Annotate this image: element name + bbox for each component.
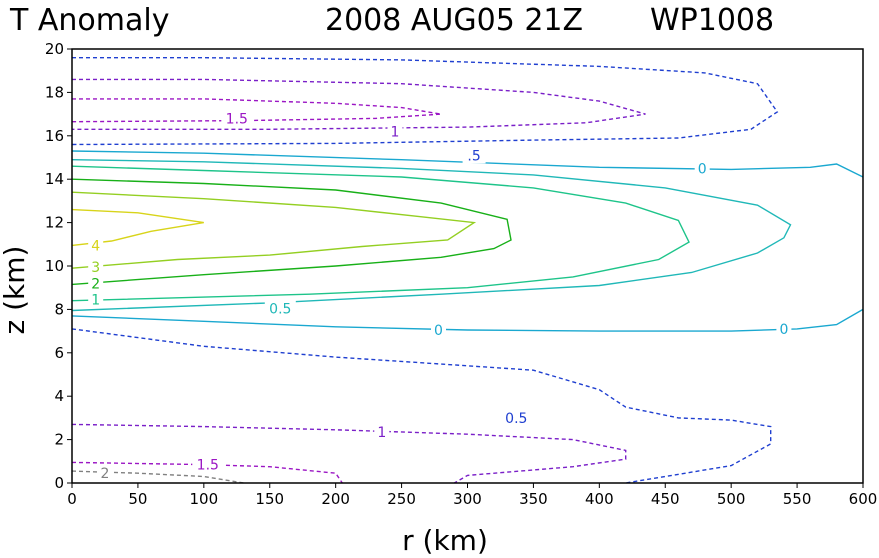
contour-label: 1 xyxy=(377,425,386,441)
contour-line-upper-neg1p5 xyxy=(71,98,442,123)
contour-label-bg xyxy=(264,300,296,317)
contour-label-bg xyxy=(88,291,104,308)
chart-title-variable: T Anomaly xyxy=(9,3,169,38)
y-tick-label: 4 xyxy=(54,387,64,405)
y-axis: 0 2 4 6 8 10 12 14 16 18 20 xyxy=(45,40,72,492)
contour-line-lower-neg2 xyxy=(71,470,244,484)
plot-frame xyxy=(71,48,864,484)
y-axis-label: z (km) xyxy=(0,246,31,335)
y-tick-label: 2 xyxy=(54,431,64,449)
contour-line-mid-1 xyxy=(71,165,690,302)
x-axis: 0 50 100 150 200 250 300 350 400 450 500 550 600 xyxy=(67,483,877,508)
x-axis-label: r (km) xyxy=(402,524,488,557)
y-tick-label: 16 xyxy=(45,127,64,145)
x-tick-label: 100 xyxy=(190,490,219,508)
y-tick-label: 18 xyxy=(45,83,64,101)
x-tick-label: 550 xyxy=(783,490,812,508)
contour-label: 2 xyxy=(91,276,100,292)
x-tick-label: 450 xyxy=(651,490,680,508)
contour-line-lower-neg1p5 xyxy=(71,461,343,484)
contour-label: .5 xyxy=(467,148,480,164)
x-tick-label: 600 xyxy=(849,490,878,508)
contour-line-lower-0 xyxy=(71,308,864,332)
contour-label-bg xyxy=(431,322,446,338)
contour-label: 0 xyxy=(779,322,788,338)
contour-label: 1 xyxy=(91,293,100,309)
x-tick-label: 350 xyxy=(519,490,548,508)
contour-line-mid-4 xyxy=(71,208,204,247)
contour-line-mid-3 xyxy=(71,191,477,269)
contour-label: 4 xyxy=(91,238,100,254)
y-tick-label: 12 xyxy=(45,214,64,232)
contour-label: 2 xyxy=(101,466,110,482)
x-tick-label: 150 xyxy=(255,490,284,508)
y-tick-label: 14 xyxy=(45,170,64,188)
contour-label: 3 xyxy=(91,260,100,276)
contour-label: 1 xyxy=(391,125,400,141)
y-tick-label: 6 xyxy=(54,344,64,362)
x-tick-label: 300 xyxy=(453,490,482,508)
x-tick-label: 50 xyxy=(128,490,147,508)
contour-line-lower-neg0p5 xyxy=(71,328,772,484)
y-tick-label: 8 xyxy=(54,300,64,318)
contour-label-bg xyxy=(88,275,104,292)
contour-label-bg xyxy=(694,160,710,177)
contour-label: 1.5 xyxy=(197,458,219,474)
contour-label: 0.5 xyxy=(505,411,527,427)
contour-label-bg xyxy=(97,465,113,482)
contour-label-bg xyxy=(462,147,486,164)
contour-label-bg xyxy=(192,456,224,473)
x-tick-label: 250 xyxy=(387,490,416,508)
contour-lines xyxy=(71,57,864,484)
contour-label-bg xyxy=(500,409,532,426)
contour-label: 0 xyxy=(434,323,443,339)
y-tick-label: 10 xyxy=(45,257,64,275)
chart-title-time: 2008 AUG05 21Z xyxy=(325,3,583,38)
x-tick-label: 500 xyxy=(717,490,746,508)
contour-label-bg xyxy=(776,320,792,337)
contour-label: 0 xyxy=(698,161,707,177)
contour-line-lower-neg1 xyxy=(71,423,627,484)
contour-label-bg xyxy=(374,424,390,440)
contour-line-mid-2 xyxy=(71,178,512,286)
contour-label-bg xyxy=(387,123,403,140)
y-tick-label: 20 xyxy=(45,40,64,58)
contour-line-upper-0 xyxy=(71,150,864,178)
contour-label: 0.5 xyxy=(269,301,291,317)
contour-label-bg xyxy=(88,237,104,254)
contour-line-upper-neg0p5 xyxy=(71,57,779,146)
chart-title-storm: WP1008 xyxy=(650,3,774,38)
x-tick-label: 0 xyxy=(67,490,77,508)
contour-label-bg xyxy=(88,259,104,276)
contour-label: 1.5 xyxy=(226,111,248,127)
x-tick-label: 200 xyxy=(321,490,350,508)
contour-line-mid-0p5 xyxy=(71,159,792,312)
contour-label-bg xyxy=(221,110,253,127)
x-tick-label: 400 xyxy=(585,490,614,508)
y-tick-label: 0 xyxy=(54,474,64,492)
